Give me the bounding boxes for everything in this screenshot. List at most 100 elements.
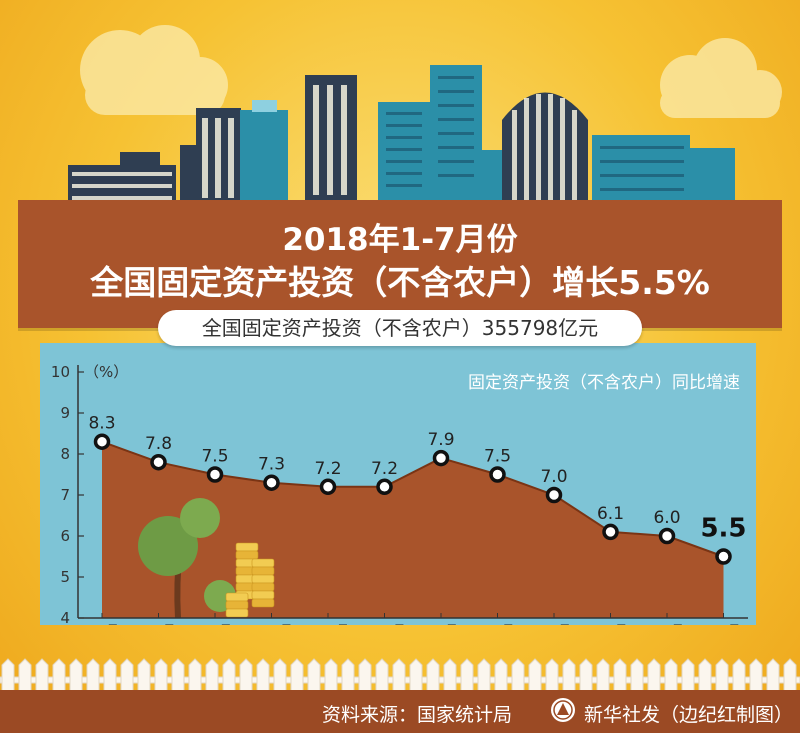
banner-date-title: 2018年1-7月份 xyxy=(282,222,518,258)
fence-picket xyxy=(783,658,797,694)
coin xyxy=(235,550,259,560)
x-tick-label: 1-12月 xyxy=(363,624,406,625)
fence-picket xyxy=(324,658,338,694)
fence-picket xyxy=(358,658,372,694)
coin xyxy=(251,566,275,576)
fence-picket xyxy=(596,658,610,694)
skyline-illustration xyxy=(68,25,782,205)
coin xyxy=(225,592,249,602)
coin xyxy=(235,542,259,552)
fence-picket xyxy=(86,658,100,694)
x-tick-label: 1-5月 xyxy=(593,624,627,625)
data-point xyxy=(206,466,224,483)
data-label: 6.1 xyxy=(597,504,624,524)
title-banner: 2018年1-7月份 全国固定资产投资（不含农户）增长5.5% xyxy=(18,200,782,328)
fence-picket xyxy=(494,658,508,694)
coin xyxy=(251,558,275,568)
y-tick-label: 6 xyxy=(60,527,70,545)
x-tick-label: 1-4月 xyxy=(537,624,571,625)
fence-picket xyxy=(647,658,661,694)
x-tick-label: 1-2月 xyxy=(424,624,458,625)
footer-bar xyxy=(0,690,800,733)
coin xyxy=(251,598,275,608)
fence-picket xyxy=(154,658,168,694)
x-tick-label: 1-11月 xyxy=(307,624,350,625)
fence-picket xyxy=(732,658,746,694)
x-tick-label: 1-7月 xyxy=(85,624,119,625)
x-axis-labels: 1-7月2017年1-8月1-9月1-10月1-11月1-12月1-2月2018… xyxy=(85,613,741,625)
fence-picket xyxy=(222,658,236,694)
x-tick-label: 1-6月 xyxy=(650,624,684,625)
coin xyxy=(251,590,275,600)
fence-picket xyxy=(766,658,780,694)
coin xyxy=(225,600,249,610)
fence-picket xyxy=(630,658,644,694)
fence-picket xyxy=(579,658,593,694)
growth-line xyxy=(101,440,724,558)
data-label: 7.5 xyxy=(201,447,228,467)
fence-picket xyxy=(477,658,491,694)
fence-picket xyxy=(681,658,695,694)
fence-picket xyxy=(103,658,117,694)
tree-canopy-small xyxy=(180,498,220,538)
xinhua-logo-icon xyxy=(551,698,575,722)
x-tick-label: 1-7月 xyxy=(706,624,740,625)
cloud-left xyxy=(80,25,228,115)
data-point xyxy=(432,449,450,467)
data-point xyxy=(545,486,563,504)
fence-picket xyxy=(137,658,151,694)
data-label: 7.3 xyxy=(258,455,285,475)
fence-picket xyxy=(1,658,15,694)
data-label: 7.0 xyxy=(540,467,567,487)
data-point xyxy=(263,474,280,491)
fence-picket xyxy=(69,658,83,694)
y-tick-label: 8 xyxy=(60,445,70,463)
y-axis-unit: （%） xyxy=(84,363,128,381)
picket-fence xyxy=(0,658,800,694)
fence-picket xyxy=(239,658,253,694)
fence-picket xyxy=(511,658,525,694)
fence-picket xyxy=(562,658,576,694)
data-point xyxy=(93,433,111,450)
fence-picket xyxy=(715,658,729,694)
cloud-right xyxy=(660,38,782,118)
fence-picket xyxy=(392,658,406,694)
data-point xyxy=(602,523,619,541)
fence-picket xyxy=(443,658,457,694)
data-source: 资料来源：国家统计局 xyxy=(322,704,513,726)
fence-picket xyxy=(205,658,219,694)
chart-canvas: 4 5 6 7 8 9 10 （%） 固定资产投资（不含农户）同比增速 8.3 7.8 7.5 7… xyxy=(51,363,748,625)
data-label: 7.2 xyxy=(371,459,398,479)
fence-picket xyxy=(171,658,185,694)
total-investment-pill: 全国固定资产投资（不含农户）355798亿元 xyxy=(158,310,642,346)
y-axis-ticks: 4 5 6 7 8 9 10 xyxy=(51,363,84,625)
data-label: 7.9 xyxy=(427,430,454,450)
coin xyxy=(251,582,275,592)
y-tick-label: 9 xyxy=(60,404,70,422)
coin xyxy=(225,608,249,618)
y-tick-label: 10 xyxy=(51,363,70,381)
fence-picket xyxy=(460,658,474,694)
data-label: 5.5 xyxy=(700,514,746,544)
y-tick-label: 4 xyxy=(60,609,70,625)
fence-picket xyxy=(120,658,134,694)
x-tick-label: 1-9月 xyxy=(198,624,232,625)
data-point xyxy=(715,548,732,565)
data-point xyxy=(319,478,337,496)
y-tick-label: 5 xyxy=(60,568,70,586)
data-label: 7.5 xyxy=(484,447,511,467)
graphic-credit: 新华社发（边纪红制图） xyxy=(584,704,794,726)
data-label: 7.8 xyxy=(145,434,172,454)
fence-picket xyxy=(528,658,542,694)
buildings xyxy=(68,65,735,205)
fence-picket xyxy=(375,658,389,694)
banner-headline: 全国固定资产投资（不含农户）增长5.5% xyxy=(90,263,710,302)
fence-picket xyxy=(307,658,321,694)
fence-picket xyxy=(749,658,763,694)
fence-picket xyxy=(188,658,202,694)
tree-canopy xyxy=(138,516,198,576)
x-tick-label: 1-3月 xyxy=(480,624,514,625)
fence-picket xyxy=(290,658,304,694)
series-label: 固定资产投资（不含农户）同比增速 xyxy=(468,373,740,393)
